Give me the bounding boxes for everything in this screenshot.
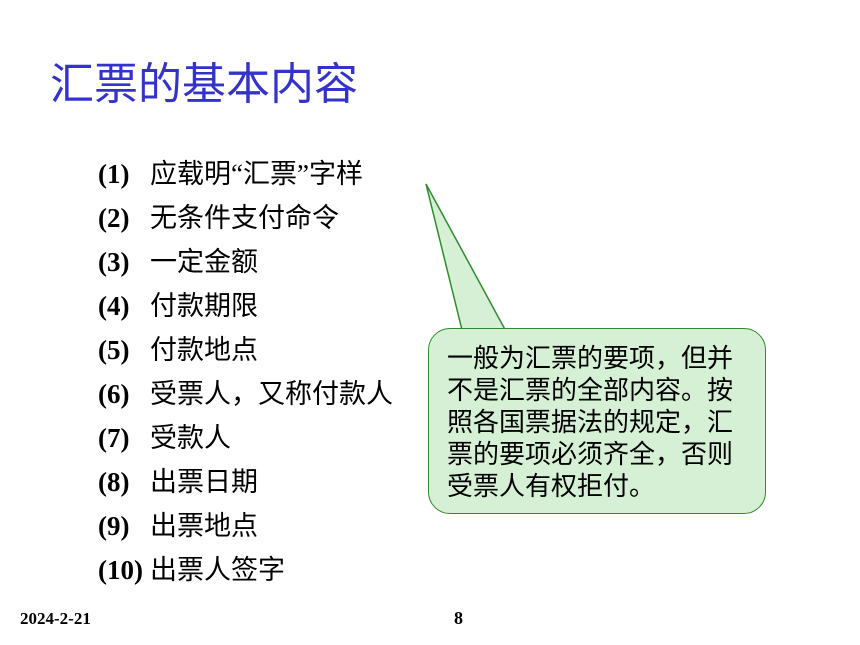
item-number: (2) — [98, 196, 150, 240]
item-number: (9) — [98, 504, 150, 548]
item-number: (3) — [98, 240, 150, 284]
list-item: (10)出票人签字 — [98, 548, 393, 592]
item-number: (1) — [98, 152, 150, 196]
item-text: 出票地点 — [150, 511, 258, 541]
list-item: (7)受款人 — [98, 416, 393, 460]
item-text: 付款地点 — [150, 335, 258, 365]
item-number: (6) — [98, 372, 150, 416]
list-item: (2)无条件支付命令 — [98, 196, 393, 240]
item-number: (7) — [98, 416, 150, 460]
slide: 汇票的基本内容 (1)应载明“汇票”字样 (2)无条件支付命令 (3)一定金额 … — [0, 0, 860, 645]
item-text: 受票人，又称付款人 — [150, 379, 393, 409]
item-text: 出票日期 — [150, 467, 258, 497]
slide-title: 汇票的基本内容 — [0, 0, 860, 112]
callout-box: 一般为汇票的要项，但并不是汇票的全部内容。按照各国票据法的规定，汇票的要项必须齐… — [428, 328, 766, 514]
callout-text: 一般为汇票的要项，但并不是汇票的全部内容。按照各国票据法的规定，汇票的要项必须齐… — [447, 343, 749, 503]
item-text: 付款期限 — [150, 291, 258, 321]
item-number: (8) — [98, 460, 150, 504]
list-item: (6)受票人，又称付款人 — [98, 372, 393, 416]
list-item: (3)一定金额 — [98, 240, 393, 284]
item-number: (4) — [98, 284, 150, 328]
item-number: (5) — [98, 328, 150, 372]
item-text: 出票人签字 — [150, 555, 285, 585]
callout: 一般为汇票的要项，但并不是汇票的全部内容。按照各国票据法的规定，汇票的要项必须齐… — [378, 180, 778, 520]
list-item: (4)付款期限 — [98, 284, 393, 328]
item-text: 受款人 — [150, 423, 231, 453]
item-number: (10) — [98, 548, 150, 592]
list-item: (8)出票日期 — [98, 460, 393, 504]
footer-page-number: 8 — [454, 608, 463, 629]
item-text: 一定金额 — [150, 247, 258, 277]
list-item: (9)出票地点 — [98, 504, 393, 548]
list-item: (1)应载明“汇票”字样 — [98, 152, 393, 196]
item-text: 无条件支付命令 — [150, 203, 339, 233]
content-list: (1)应载明“汇票”字样 (2)无条件支付命令 (3)一定金额 (4)付款期限 … — [98, 152, 393, 592]
item-text: 应载明“汇票”字样 — [150, 159, 363, 189]
footer-date: 2024-2-21 — [20, 609, 91, 629]
list-item: (5)付款地点 — [98, 328, 393, 372]
